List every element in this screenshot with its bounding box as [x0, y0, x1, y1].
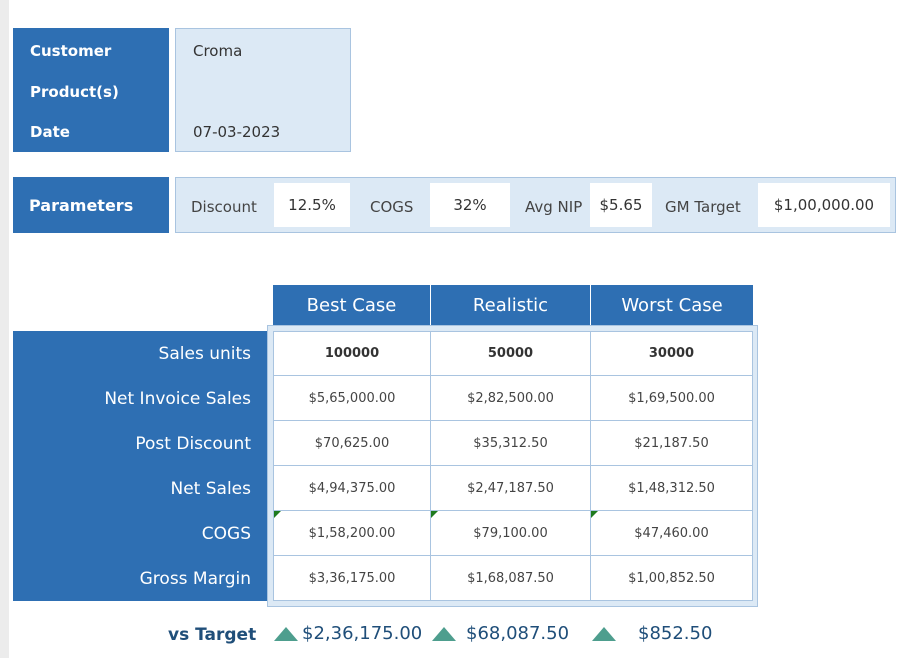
vs-target-value: $2,36,175.00 — [302, 623, 423, 644]
cell-net-sales-best[interactable]: $4,94,375.00 — [273, 466, 431, 511]
row-label-net-sales: Net Sales — [170, 479, 252, 499]
cell-gross-margin-worst[interactable]: $1,00,852.50 — [591, 556, 753, 601]
products-label: Product(s) — [30, 83, 119, 101]
cell-sales-units-best[interactable]: 100000 — [273, 331, 431, 376]
gm-target-label: GM Target — [665, 198, 741, 216]
scenario-grid: 100000 50000 30000 $5,65,000.00 $2,82,50… — [273, 331, 753, 601]
header-worst-case: Worst Case — [591, 285, 753, 325]
avg-nip-input[interactable]: $5.65 — [590, 183, 652, 227]
cell-sales-units-realistic[interactable]: 50000 — [431, 331, 591, 376]
cell-post-discount-worst[interactable]: $21,187.50 — [591, 421, 753, 466]
cell-gross-margin-realistic[interactable]: $1,68,087.50 — [431, 556, 591, 601]
header-realistic: Realistic — [431, 285, 590, 325]
formula-warning-icon — [591, 511, 598, 518]
cell-net-invoice-sales-realistic[interactable]: $2,82,500.00 — [431, 376, 591, 421]
formula-warning-icon — [431, 511, 438, 518]
up-triangle-icon — [274, 626, 298, 641]
cell-cogs-realistic[interactable]: $79,100.00 — [431, 511, 591, 556]
cell-net-sales-worst[interactable]: $1,48,312.50 — [591, 466, 753, 511]
cell-cogs-worst[interactable]: $47,460.00 — [591, 511, 753, 556]
date-value[interactable]: 07-03-2023 — [193, 123, 281, 141]
header-best-case: Best Case — [273, 285, 430, 325]
parameters-label: Parameters — [13, 177, 169, 233]
formula-warning-icon — [274, 511, 281, 518]
cell-net-sales-realistic[interactable]: $2,47,187.50 — [431, 466, 591, 511]
cell-post-discount-best[interactable]: $70,625.00 — [273, 421, 431, 466]
cell-value: $79,100.00 — [473, 525, 548, 541]
customer-labels-panel: Customer Product(s) Date — [13, 28, 169, 152]
row-label-gross-margin: Gross Margin — [139, 569, 251, 589]
cell-net-invoice-sales-best[interactable]: $5,65,000.00 — [273, 376, 431, 421]
vs-target-value: $852.50 — [638, 623, 713, 644]
customer-value[interactable]: Croma — [193, 42, 243, 60]
row-labels-panel: Sales units Net Invoice Sales Post Disco… — [13, 331, 268, 601]
date-label: Date — [30, 123, 70, 141]
cell-sales-units-worst[interactable]: 30000 — [591, 331, 753, 376]
cell-net-invoice-sales-worst[interactable]: $1,69,500.00 — [591, 376, 753, 421]
parameters-bar: Discount 12.5% COGS 32% Avg NIP $5.65 GM… — [175, 177, 896, 233]
up-triangle-icon — [592, 626, 616, 641]
row-label-net-invoice-sales: Net Invoice Sales — [104, 389, 251, 409]
parameters-title: Parameters — [29, 196, 134, 215]
row-label-cogs: COGS — [201, 524, 251, 544]
cell-cogs-best[interactable]: $1,58,200.00 — [273, 511, 431, 556]
up-triangle-icon — [432, 626, 456, 641]
cell-value: $47,460.00 — [634, 525, 709, 541]
gm-target-input[interactable]: $1,00,000.00 — [758, 183, 890, 227]
customer-values-panel: Croma 07-03-2023 — [175, 28, 351, 152]
customer-label: Customer — [30, 42, 112, 60]
left-gutter — [0, 0, 9, 658]
vs-target-value: $68,087.50 — [466, 623, 570, 644]
vs-target-best[interactable]: $2,36,175.00 — [274, 623, 422, 644]
discount-label: Discount — [191, 198, 257, 216]
cell-value: $1,58,200.00 — [308, 525, 396, 541]
cell-post-discount-realistic[interactable]: $35,312.50 — [431, 421, 591, 466]
vs-target-label: vs Target — [168, 625, 257, 645]
cogs-input[interactable]: 32% — [430, 183, 510, 227]
row-label-post-discount: Post Discount — [135, 434, 251, 454]
vs-target-realistic[interactable]: $68,087.50 — [432, 623, 569, 644]
vs-target-worst[interactable]: $852.50 — [592, 623, 712, 644]
cogs-label: COGS — [370, 198, 414, 216]
cell-gross-margin-best[interactable]: $3,36,175.00 — [273, 556, 431, 601]
avg-nip-label: Avg NIP — [525, 198, 583, 216]
row-label-sales-units: Sales units — [158, 344, 251, 364]
discount-input[interactable]: 12.5% — [274, 183, 350, 227]
